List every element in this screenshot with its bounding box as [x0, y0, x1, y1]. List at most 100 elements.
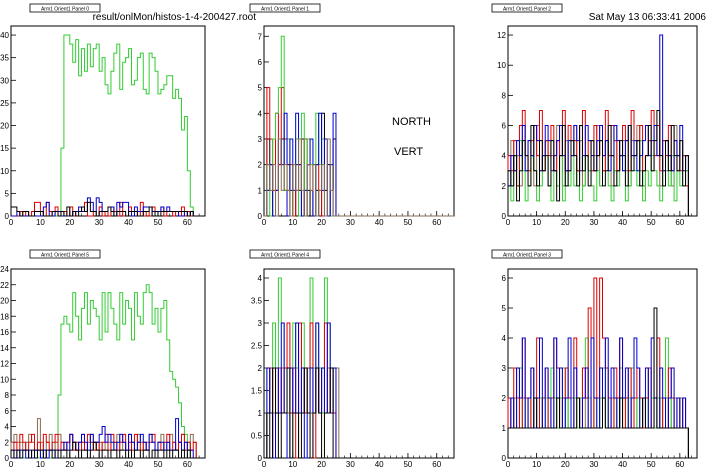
x-tick-label: 40: [124, 460, 133, 469]
x-tick-label: 60: [183, 460, 192, 469]
plot-frame: [10, 25, 206, 217]
series-black-line: [264, 367, 454, 459]
x-tick-label: 30: [346, 218, 355, 227]
y-tick-label: 0: [258, 212, 263, 221]
north-annotation: NORTH: [392, 116, 431, 128]
file-title: result/onlMon/histos-1-4-200427.root: [93, 12, 257, 23]
panel-title-box: [29, 3, 101, 13]
y-tick-label: 10: [0, 167, 9, 176]
y-tick-label: 16: [0, 328, 9, 337]
y-tick-label: 1: [258, 409, 263, 418]
x-tick-label: 0: [506, 460, 511, 469]
y-tick-label: 2: [502, 394, 507, 403]
y-tick-label: 4: [258, 109, 263, 118]
y-tick-label: 12: [0, 360, 9, 369]
y-tick-label: 0: [5, 454, 10, 463]
x-tick-label: 50: [403, 218, 412, 227]
y-tick-label: 25: [0, 99, 9, 108]
y-tick-label: 22: [0, 281, 9, 290]
y-tick-label: 3: [502, 364, 507, 373]
y-tick-label: 7: [258, 32, 263, 41]
x-tick-label: 30: [589, 460, 598, 469]
series-black-line: [10, 201, 205, 217]
panel-title-box: [249, 249, 321, 259]
x-tick-label: 0: [9, 460, 14, 469]
y-tick-label: 4: [258, 274, 263, 283]
x-tick-label: 10: [532, 218, 541, 227]
plot-frame: [507, 25, 698, 217]
x-tick-label: 40: [375, 218, 384, 227]
panel-title-box: [29, 249, 101, 259]
x-tick-label: 50: [154, 460, 163, 469]
x-tick-label: 10: [288, 218, 297, 227]
series-green-line: [11, 34, 205, 217]
histogram-panel-4: Arm1 Orient1 Panel 4 0 10 20 30 40 50 60 0 0.5 1 1.…: [249, 249, 455, 469]
y-tick-label: 15: [0, 144, 9, 153]
histogram-panel-5: Arm1 Orient1 Panel 3 0 10 20 30 40 50 60 0 1 2 3 4 5 6: [491, 249, 698, 469]
y-tick-label: 10: [497, 61, 506, 70]
y-tick-label: 10: [0, 375, 9, 384]
y-tick-label: 8: [502, 91, 507, 100]
y-tick-label: 12: [497, 31, 506, 40]
histogram-panel-1: Arm1 Orient1 Panel 1 0 10 20 30 40 50 60 0 1 2 3 4 5 6…: [249, 3, 455, 227]
y-tick-label: 0: [502, 212, 507, 221]
y-tick-label: 0: [5, 212, 10, 221]
x-tick-label: 20: [65, 460, 74, 469]
date-stamp: Sat May 13 06:33:41 2006: [589, 12, 707, 23]
y-tick-label: 2: [502, 182, 507, 191]
x-tick-label: 20: [561, 218, 570, 227]
histogram-panel-2: Arm1 Orient1 Panel 2 0 10 20 30 40 50 60 0 2 4 6 8 10…: [491, 3, 698, 227]
y-tick-label: 3: [258, 319, 263, 328]
histogram-panel-0: Arm1 Orient1 Panel 0 0 10 20 30 40 50 60 0 5 10 15 2…: [0, 3, 206, 227]
y-tick-label: 1: [502, 424, 507, 433]
y-tick-label: 40: [0, 31, 9, 40]
x-tick-label: 10: [532, 460, 541, 469]
y-tick-label: 3: [258, 135, 263, 144]
x-tick-label: 60: [675, 460, 684, 469]
x-tick-label: 0: [262, 218, 267, 227]
y-tick-label: 35: [0, 54, 9, 63]
x-tick-label: 20: [65, 218, 74, 227]
y-tick-label: 24: [0, 265, 9, 274]
series-red-line: [507, 277, 697, 459]
series-blue-line: [507, 337, 697, 459]
vert-annotation: VERT: [394, 146, 423, 158]
y-tick-label: 5: [502, 304, 507, 313]
panel-title: Arm1 Orient1 Panel 1: [261, 7, 309, 13]
y-tick-label: 18: [0, 312, 9, 321]
x-tick-label: 10: [288, 460, 297, 469]
series-green-line: [11, 284, 205, 459]
y-tick-label: 4: [502, 152, 507, 161]
x-tick-label: 50: [647, 218, 656, 227]
x-tick-label: 0: [506, 218, 511, 227]
y-tick-label: 6: [502, 122, 507, 131]
y-tick-label: 20: [0, 297, 9, 306]
panel-grid: Arm1 Orient1 Panel 00 10 20 30 40 50 600510152…: [0, 3, 698, 469]
y-tick-label: 30: [0, 76, 9, 85]
x-tick-label: 30: [95, 218, 104, 227]
x-tick-label: 60: [183, 218, 192, 227]
y-tick-label: 0: [258, 454, 263, 463]
series-brown-line: [264, 138, 454, 217]
y-tick-label: 6: [258, 58, 263, 67]
y-tick-label: 5: [5, 189, 10, 198]
y-tick-label: 20: [0, 122, 9, 131]
y-tick-label: 6: [502, 274, 507, 283]
x-tick-label: 60: [432, 460, 441, 469]
x-tick-label: 60: [432, 218, 441, 227]
x-tick-label: 30: [346, 460, 355, 469]
panel-title: Arm1 Orient1 Panel 4: [261, 253, 309, 259]
series-green-line: [507, 140, 697, 217]
series-black-line: [507, 109, 697, 217]
y-tick-label: 4: [502, 334, 507, 343]
y-tick-label: 1: [258, 186, 263, 195]
series-black-line: [507, 307, 697, 459]
y-tick-label: 2: [258, 161, 263, 170]
y-tick-label: 14: [0, 344, 9, 353]
panel-title-box: [491, 249, 563, 259]
x-tick-label: 60: [675, 218, 684, 227]
panel-title: Arm1 Orient1 Panel 5: [41, 253, 89, 259]
panel-title: Arm1 Orient1 Panel 2: [503, 7, 551, 13]
x-tick-label: 10: [36, 218, 45, 227]
